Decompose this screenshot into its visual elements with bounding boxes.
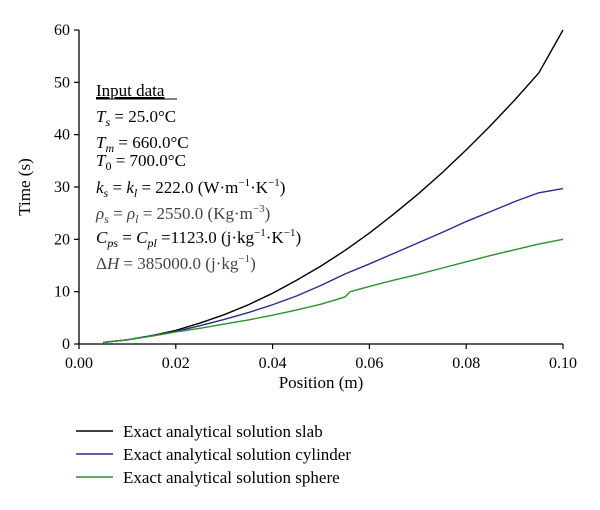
annotation-dh: ΔH = 385000.0 (j·kg−1) bbox=[96, 253, 256, 273]
series-line-3 bbox=[103, 238, 564, 344]
input-data-annotation: Input data Ts = 25.0°C Tm = 660.0°C T0 =… bbox=[95, 81, 301, 273]
legend-label-1: Exact analytical solution slab bbox=[123, 422, 323, 441]
y-axis-title: Time (s) bbox=[15, 158, 34, 215]
annotation-tm: Tm = 660.0°C bbox=[96, 133, 189, 155]
x-tick-label: 0.06 bbox=[355, 355, 383, 372]
axis-ticks: 0.00 0.02 0.04 0.06 0.08 0.10 0 10 20 30 40 50 60 bbox=[54, 22, 577, 372]
y-tick-label: 0 bbox=[62, 336, 70, 353]
x-tick-label: 0.04 bbox=[259, 355, 287, 372]
series-line-2 bbox=[103, 187, 564, 344]
y-tick-label: 10 bbox=[54, 284, 70, 301]
series-lines bbox=[103, 29, 564, 344]
annotation-ts: Ts = 25.0°C bbox=[96, 107, 176, 129]
series-line-1 bbox=[103, 29, 564, 344]
x-tick-label: 0.02 bbox=[162, 355, 190, 372]
annotation-cp: Cps = Cpl =1123.0 (j·kg−1·K−1) bbox=[96, 227, 301, 250]
x-tick-label: 0.00 bbox=[65, 355, 93, 372]
annotation-k: ks = kl = 222.0 (W·m−1·K−1) bbox=[96, 177, 285, 200]
y-tick-label: 40 bbox=[54, 127, 70, 144]
y-tick-label: 50 bbox=[54, 74, 70, 91]
legend-label-3: Exact analytical solution sphere bbox=[123, 468, 340, 487]
legend: Exact analytical solution slab Exact anal… bbox=[76, 422, 351, 487]
y-tick-label: 30 bbox=[54, 179, 70, 196]
legend-label-2: Exact analytical solution cylinder bbox=[123, 445, 351, 464]
annotation-rho: ρs = ρl = 2550.0 (Kg·m−3) bbox=[95, 203, 270, 226]
x-axis-title: Position (m) bbox=[279, 373, 364, 392]
y-tick-label: 20 bbox=[54, 231, 70, 248]
annotation-heading: Input data bbox=[96, 81, 165, 100]
annotation-t0: T0 = 700.0°C bbox=[96, 151, 186, 173]
x-tick-label: 0.08 bbox=[452, 355, 480, 372]
y-tick-label: 60 bbox=[54, 22, 70, 39]
x-tick-label: 0.10 bbox=[549, 355, 577, 372]
